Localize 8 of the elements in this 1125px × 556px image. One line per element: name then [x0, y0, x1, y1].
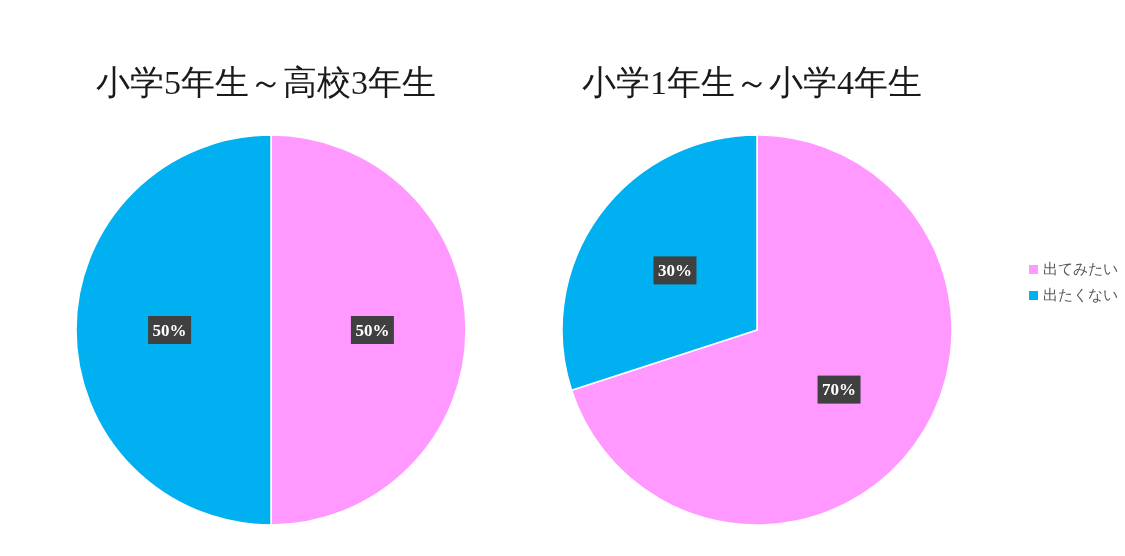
- data-label: 70%: [822, 380, 857, 400]
- data-label: 50%: [355, 320, 390, 340]
- legend-label: 出たくない: [1043, 285, 1118, 306]
- chart-title: 小学5年生～高校3年生: [95, 63, 437, 103]
- chart-title: 小学1年生～小学4年生: [581, 63, 923, 103]
- data-label: 50%: [152, 320, 187, 340]
- data-label: 30%: [657, 260, 692, 280]
- legend-label: 出てみたい: [1043, 259, 1118, 280]
